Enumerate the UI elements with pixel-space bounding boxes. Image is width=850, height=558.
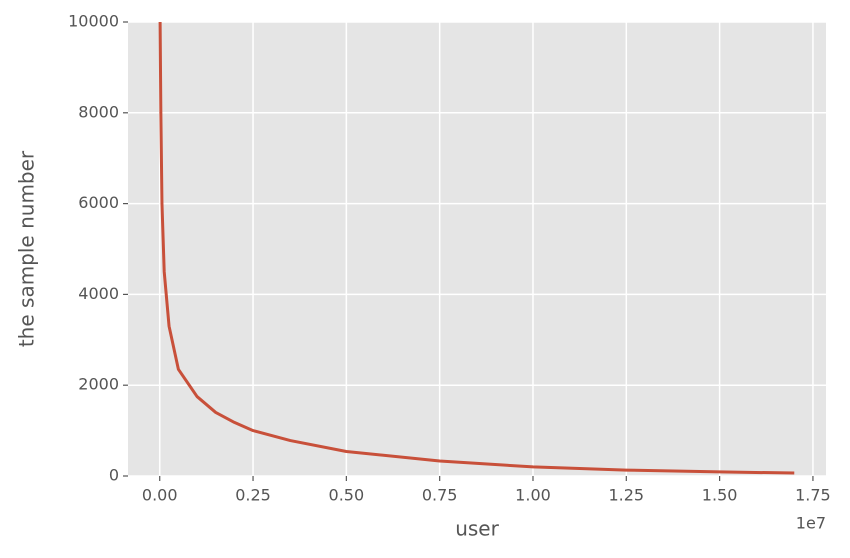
x-offset-label: 1e7 [796, 514, 826, 533]
x-tick-label: 1.50 [702, 486, 738, 505]
x-tick-label: 0.25 [235, 486, 271, 505]
y-tick-label: 0 [109, 466, 119, 485]
x-tick-label: 1.00 [515, 486, 551, 505]
line-series [158, 21, 795, 475]
x-tick-label: 0.50 [329, 486, 365, 505]
x-tick-label: 0.75 [422, 486, 458, 505]
y-axis-label: the sample number [15, 150, 39, 347]
x-axis-label: user [455, 517, 499, 541]
x-tick-label: 0.00 [142, 486, 178, 505]
y-tick-label: 6000 [78, 193, 119, 212]
x-tick-label: 1.25 [608, 486, 644, 505]
y-tick-label: 8000 [78, 102, 119, 121]
y-tick-label: 10000 [68, 12, 119, 31]
x-tick-label: 1.75 [795, 486, 831, 505]
y-tick-label: 2000 [78, 375, 119, 394]
y-tick-label: 4000 [78, 284, 119, 303]
plot-area [128, 22, 826, 476]
